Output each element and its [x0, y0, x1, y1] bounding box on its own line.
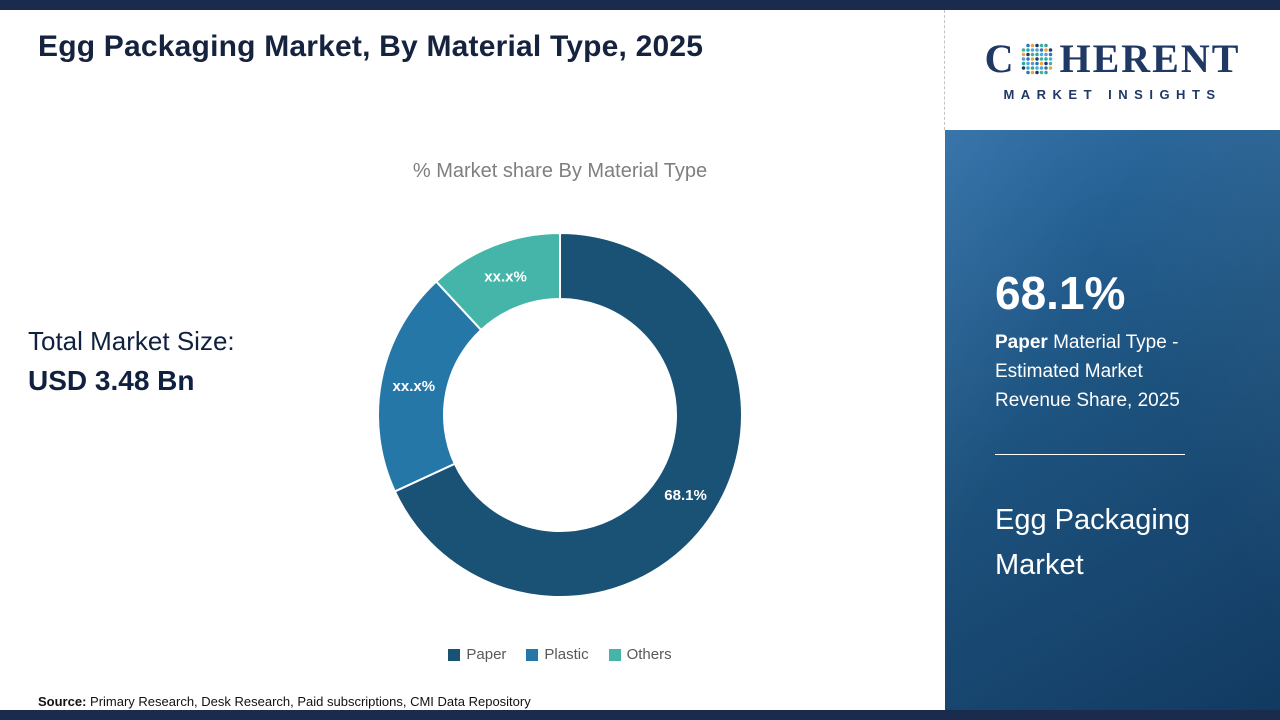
legend-label: Others — [626, 646, 672, 663]
legend-item-others: Others — [608, 646, 672, 663]
slice-label-others: xx.x% — [484, 268, 527, 285]
chart-title: % Market share By Material Type — [412, 160, 708, 182]
top-accent-bar — [0, 0, 1280, 10]
highlight-sidebar: 68.1% Paper Material Type - Estimated Ma… — [945, 130, 1280, 710]
donut-segment-paper — [393, 231, 743, 598]
brand-wordmark: C HERENT — [984, 35, 1241, 81]
total-market-size-value: USD 3.48 Bn — [28, 365, 195, 396]
total-market-size-block: Total Market Size: USD 3.48 Bn — [28, 326, 235, 397]
source-label: Source: — [38, 694, 87, 709]
slice-label-paper: 68.1% — [664, 487, 707, 504]
sidebar-stat-desc-rest: Material Type - Estimated Market Revenue… — [995, 332, 1180, 411]
sidebar-stat-description: Paper Material Type - Estimated Market R… — [995, 328, 1223, 415]
bottom-accent-bar — [0, 710, 1280, 720]
sidebar-stat-category: Paper — [995, 332, 1048, 353]
brand-letters-rest: HERENT — [1059, 35, 1241, 81]
donut-chart: 68.1% xx.x% xx.x% — [377, 231, 743, 598]
legend-swatch — [608, 648, 621, 661]
sidebar-market-name: Egg Packaging Market — [995, 504, 1191, 581]
brand-letter-c: C — [984, 35, 1016, 81]
source-line: Source: Primary Research, Desk Research,… — [38, 694, 531, 709]
source-text: Primary Research, Desk Research, Paid su… — [86, 694, 531, 709]
legend-item-paper: Paper — [448, 646, 506, 663]
brand-subtitle: MARKET INSIGHTS — [1003, 86, 1222, 102]
legend-swatch — [448, 648, 461, 661]
total-market-size-label: Total Market Size: — [28, 326, 235, 356]
globe-dots-icon — [1022, 43, 1053, 74]
slice-label-plastic: xx.x% — [393, 378, 436, 395]
legend-label: Plastic — [544, 646, 589, 663]
chart-legend: Paper Plastic Others — [370, 646, 750, 663]
page-title: Egg Packaging Market, By Material Type, … — [38, 30, 704, 63]
legend-label: Paper — [466, 646, 507, 663]
sidebar-stat-value: 68.1% — [995, 267, 1126, 319]
sidebar-divider — [995, 454, 1185, 455]
brand-logo: C HERENT MARKET INSIGHTS — [944, 10, 1280, 130]
legend-swatch — [526, 648, 539, 661]
donut-segment-others — [434, 231, 561, 332]
legend-item-plastic: Plastic — [526, 646, 589, 663]
